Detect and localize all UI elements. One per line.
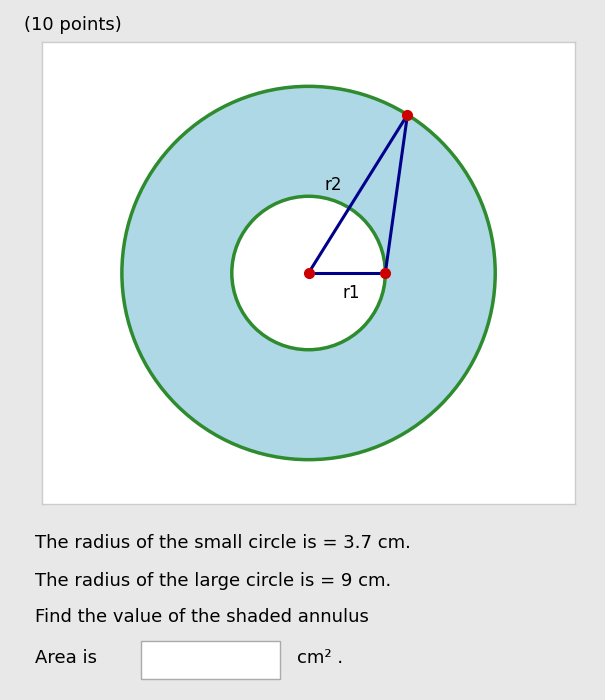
Text: r2: r2: [324, 176, 342, 194]
Circle shape: [122, 86, 495, 460]
Text: The radius of the small circle is = 3.7 cm.: The radius of the small circle is = 3.7 …: [35, 534, 411, 552]
FancyBboxPatch shape: [141, 641, 280, 679]
Text: (10 points): (10 points): [24, 15, 122, 34]
Text: Find the value of the shaded annulus: Find the value of the shaded annulus: [35, 608, 369, 626]
Text: The radius of the large circle is = 9 cm.: The radius of the large circle is = 9 cm…: [35, 572, 391, 590]
Text: cm² .: cm² .: [297, 650, 343, 667]
Text: Area is: Area is: [35, 650, 97, 667]
Text: r1: r1: [342, 284, 360, 302]
Circle shape: [232, 196, 385, 350]
